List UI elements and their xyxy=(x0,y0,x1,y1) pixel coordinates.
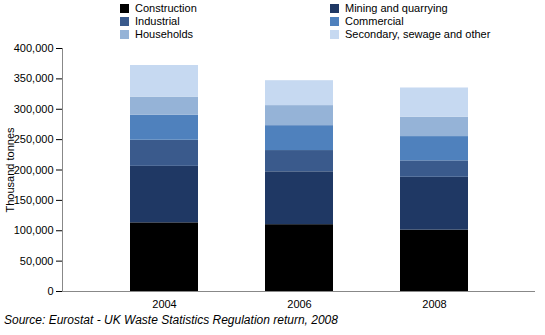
html-text:Mining and quarrying: Mining and quarrying xyxy=(345,2,448,14)
svg-text:350,000: 350,000 xyxy=(14,72,54,84)
html-text:Secondary, sewage and other: Secondary, sewage and other xyxy=(345,28,491,40)
svg-text:250,000: 250,000 xyxy=(14,133,54,145)
svg-text:100,000: 100,000 xyxy=(14,224,54,236)
svg-text:0: 0 xyxy=(47,285,53,297)
svg-text:200,000: 200,000 xyxy=(14,164,54,176)
html-text:Construction: Construction xyxy=(135,2,197,14)
svg-text:400,000: 400,000 xyxy=(14,42,54,54)
svg-text:2008: 2008 xyxy=(422,298,446,310)
svg-text:150,000: 150,000 xyxy=(14,194,54,206)
svg-text:2004: 2004 xyxy=(152,298,176,310)
svg-text:2006: 2006 xyxy=(287,298,311,310)
html-text:Commercial: Commercial xyxy=(345,15,404,27)
svg-text:Thousand tonnes: Thousand tonnes xyxy=(4,127,16,213)
html-text:Source: Eurostat - UK Waste St: Source: Eurostat - UK Waste Statistics R… xyxy=(4,313,338,327)
html-text:Industrial: Industrial xyxy=(135,15,180,27)
svg-text:300,000: 300,000 xyxy=(14,103,54,115)
svg-text:50,000: 50,000 xyxy=(20,255,54,267)
html-text:Households: Households xyxy=(135,28,194,40)
